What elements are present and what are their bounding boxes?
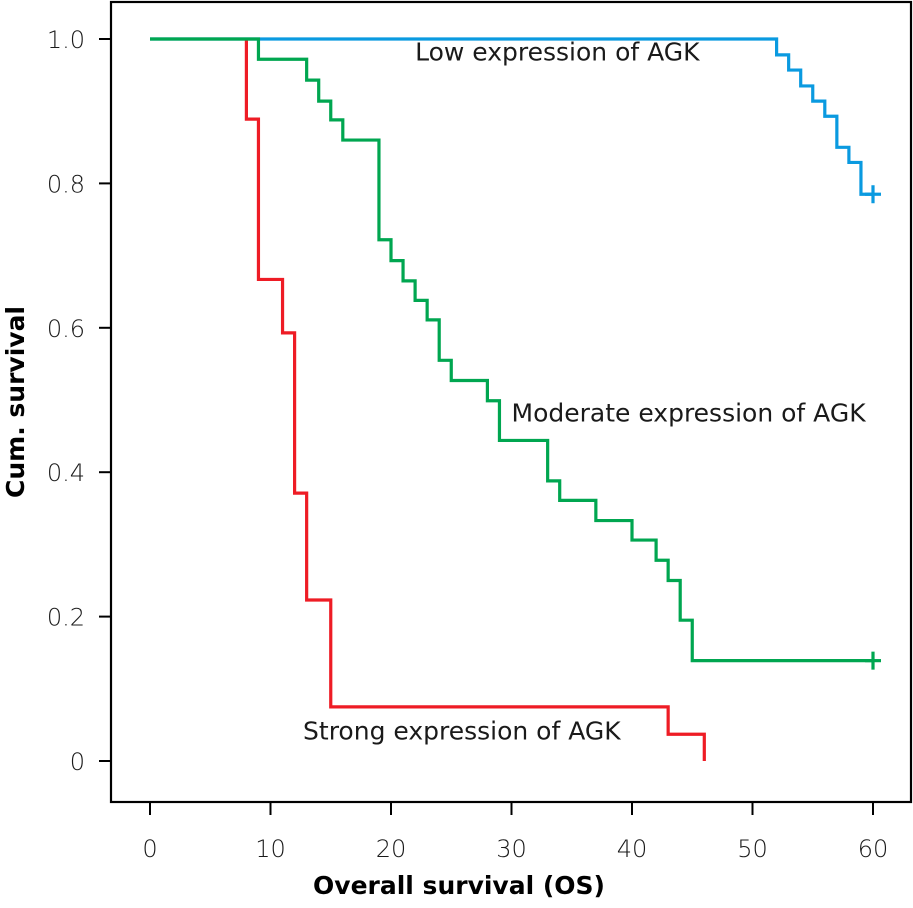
y-tick-label: 0 [70, 748, 85, 776]
survival-curve-low [150, 37, 873, 196]
y-tick-label: 0.8 [47, 170, 85, 198]
x-tick-label: 40 [617, 835, 648, 863]
y-tick-label: 0.6 [47, 315, 85, 343]
x-tick-label: 50 [737, 835, 768, 863]
x-tick-label: 30 [496, 835, 527, 863]
x-tick-label: 60 [858, 835, 889, 863]
series-label-moderate: Moderate expression of AGK [512, 399, 867, 428]
x-tick-label: 0 [142, 835, 157, 863]
y-tick-label: 1.0 [47, 26, 85, 54]
x-axis: 0 10 20 30 40 50 60 [142, 802, 888, 863]
y-tick-label: 0.2 [47, 604, 85, 632]
survival-curve-moderate [150, 37, 873, 663]
annotations: Low expression of AGK Strong expression o… [303, 38, 866, 746]
x-axis-title: Overall survival (OS) [313, 871, 605, 900]
x-tick-label: 20 [376, 835, 407, 863]
y-tick-label: 0.4 [47, 459, 85, 487]
y-axis: 0 0.2 0.4 0.6 0.8 1.0 [47, 26, 111, 776]
x-tick-label: 10 [255, 835, 286, 863]
series-label-low: Low expression of AGK [415, 38, 700, 67]
survival-curve-strong [244, 39, 706, 761]
series-label-strong: Strong expression of AGK [303, 716, 621, 745]
series-group [150, 37, 881, 761]
y-axis-title: Cum. survival [1, 306, 30, 498]
